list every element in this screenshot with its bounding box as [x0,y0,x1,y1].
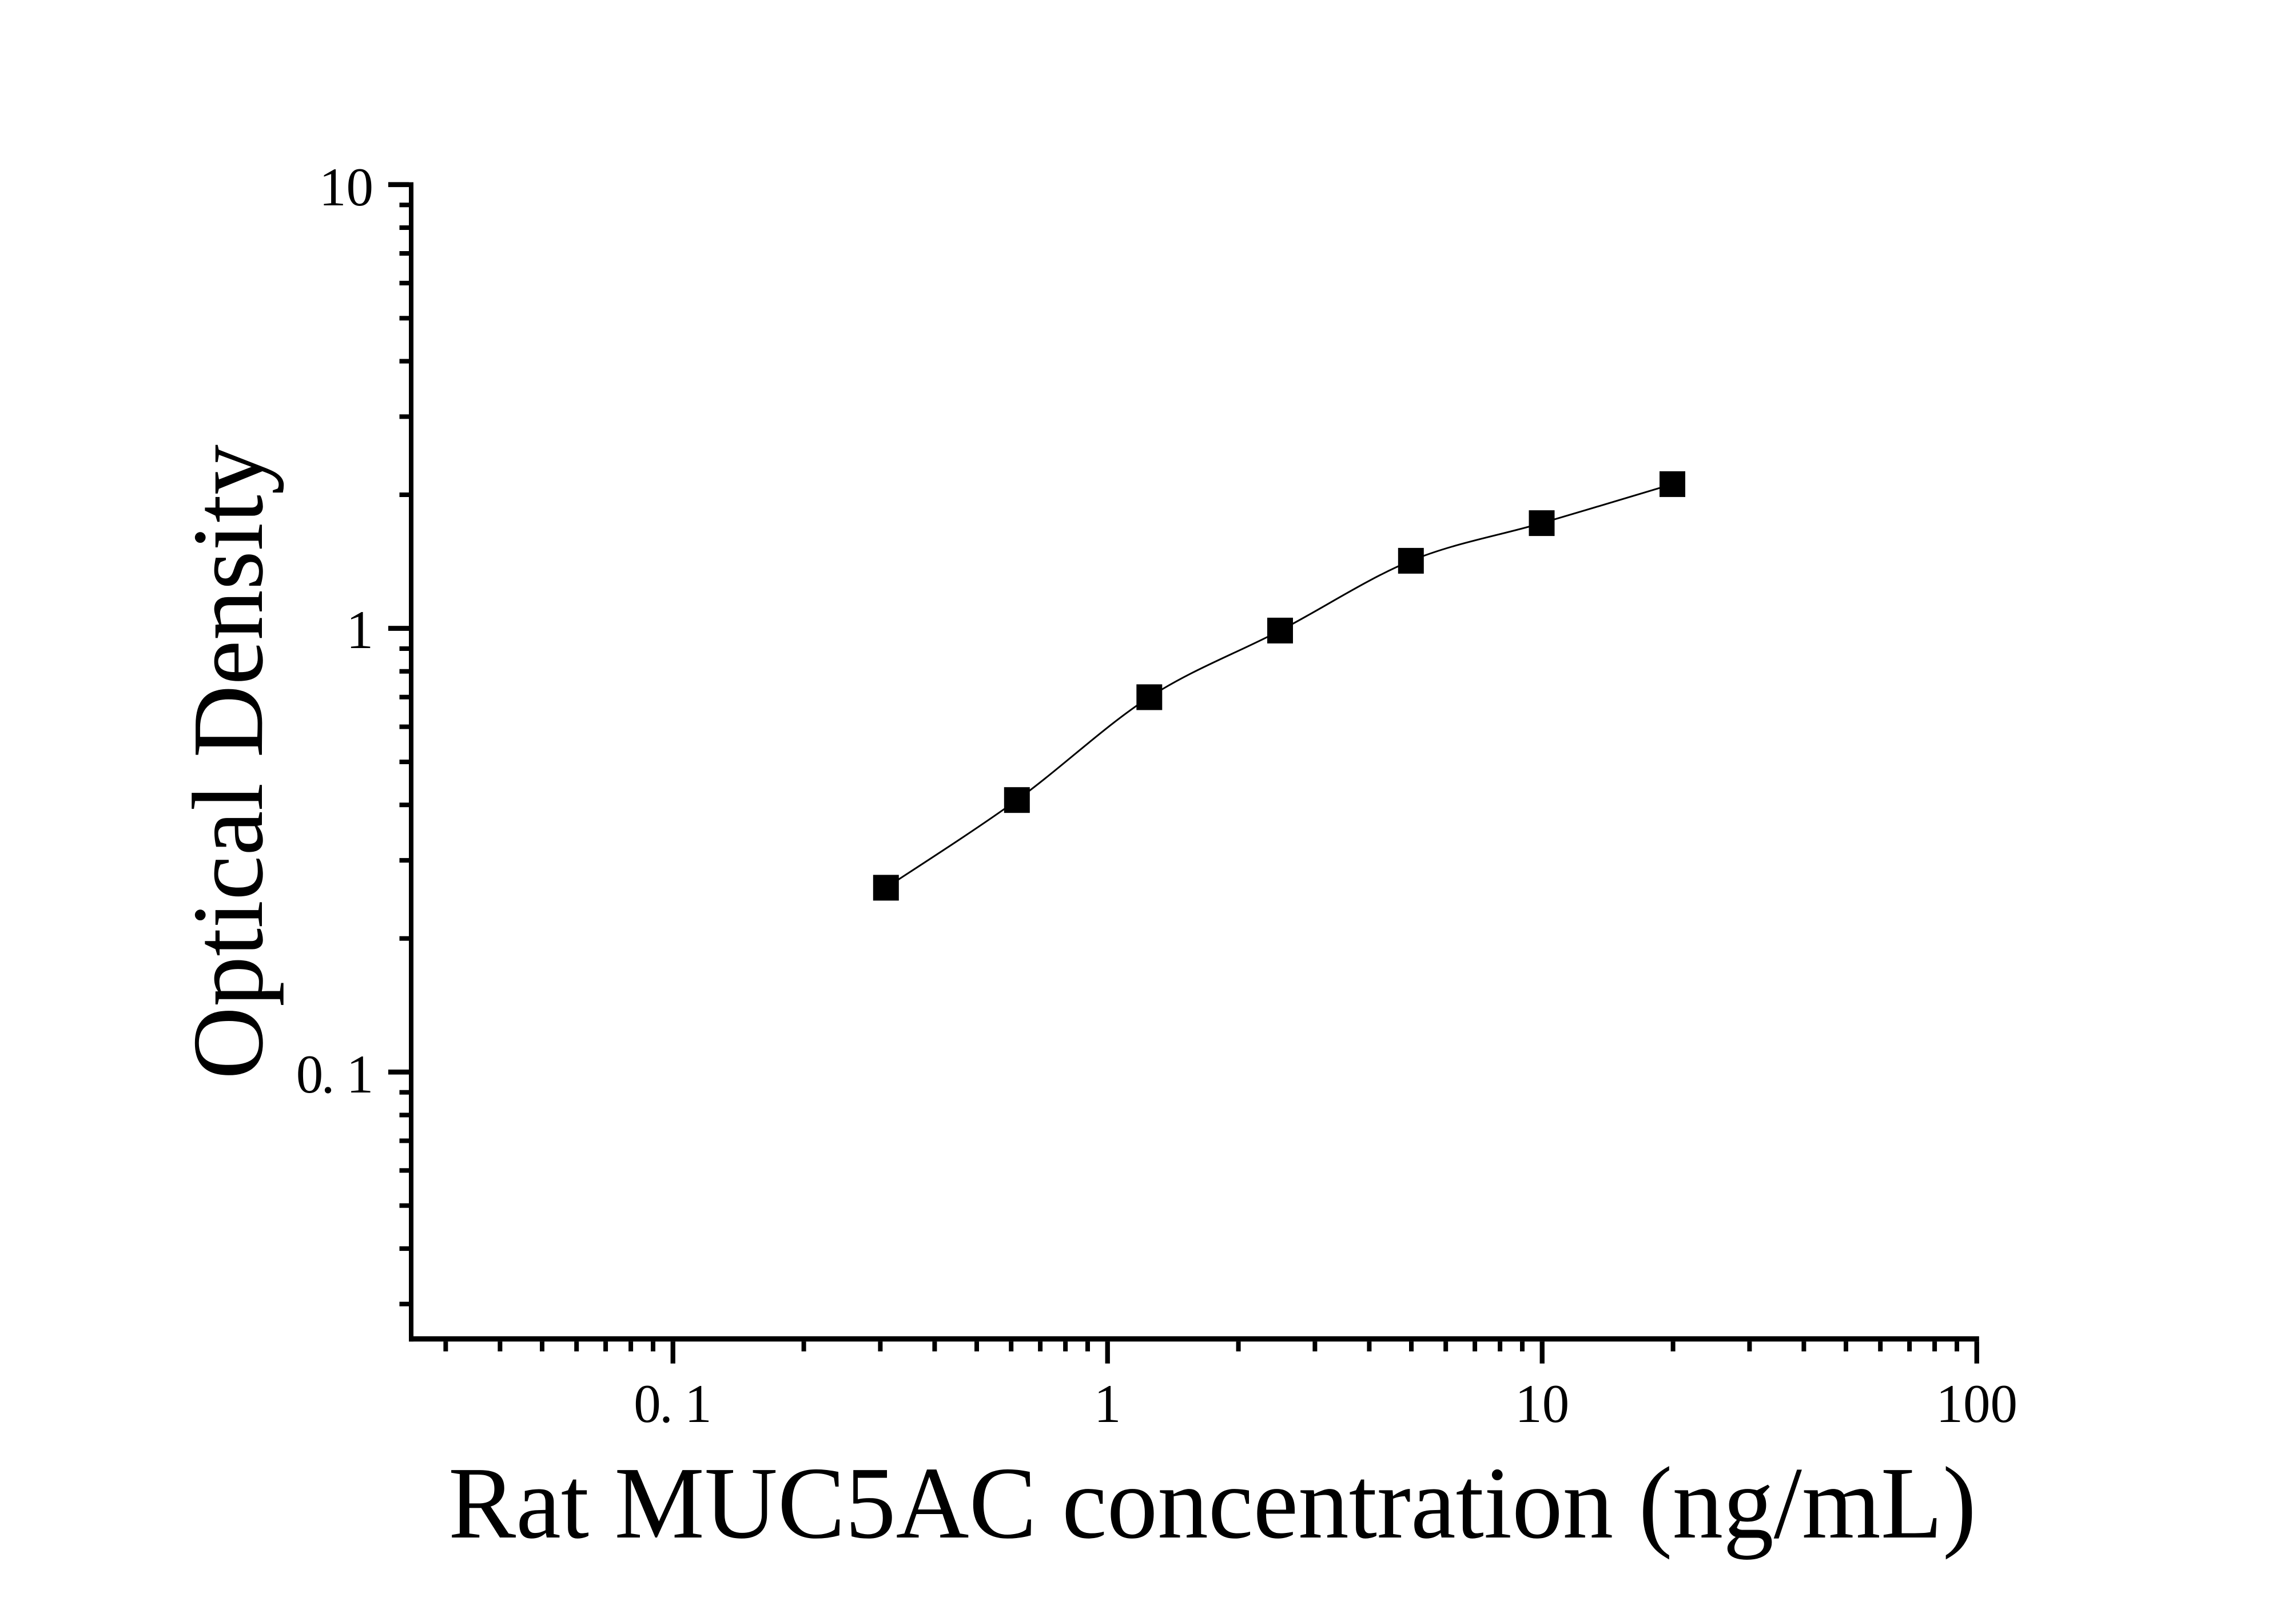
svg-text:1: 1 [685,1373,712,1434]
svg-text:10: 10 [1515,1373,1569,1434]
svg-text:Rat MUC5AC concentration (ng/m: Rat MUC5AC concentration (ng/mL) [448,1446,1976,1560]
svg-text:100: 100 [1936,1373,2018,1434]
svg-text:10: 10 [319,157,373,217]
svg-text:1: 1 [347,1044,374,1105]
svg-text:0: 0 [296,1044,324,1105]
svg-text:.: . [659,1373,673,1434]
svg-text:Optical Density: Optical Density [172,444,284,1079]
svg-text:.: . [321,1044,335,1105]
svg-text:1: 1 [1094,1373,1121,1434]
svg-text:1: 1 [347,599,374,660]
svg-text:0: 0 [634,1373,661,1434]
